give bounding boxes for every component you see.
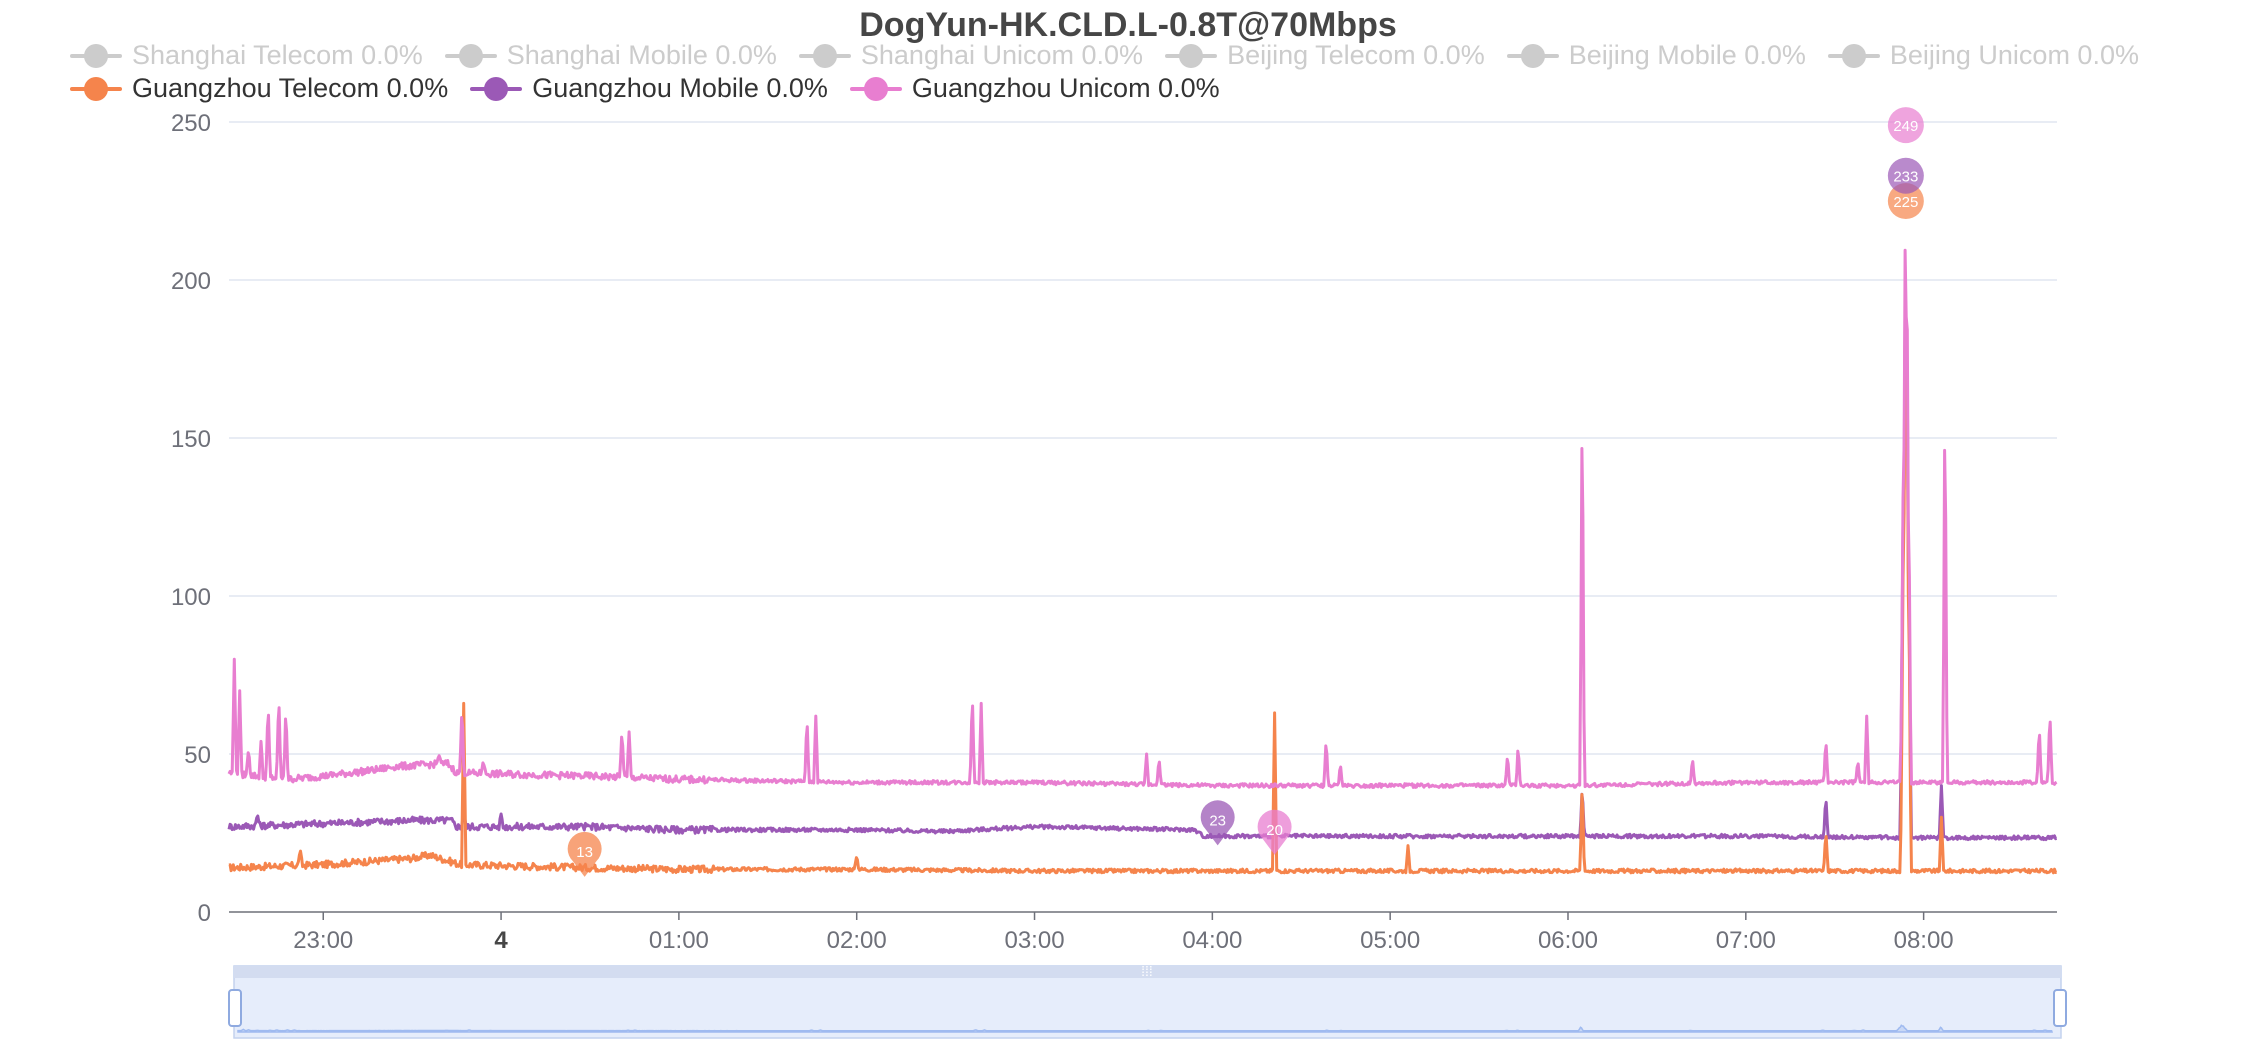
legend-swatch-icon xyxy=(470,76,523,101)
legend-label: Shanghai Unicom 0.0% xyxy=(860,40,1144,70)
legend-item-guangzhou-telecom[interactable]: Guangzhou Telecom 0.0% xyxy=(70,73,448,104)
legend-label: Beijing Telecom 0.0% xyxy=(1227,40,1485,70)
legend-swatch-icon xyxy=(70,43,122,68)
legend-swatch-icon xyxy=(70,76,122,101)
datazoom-grip[interactable]: ⁞⁞⁞ xyxy=(1141,963,1153,979)
legend-label: Beijing Unicom 0.0% xyxy=(1889,40,2139,70)
legend-label: Guangzhou Mobile 0.0% xyxy=(532,73,828,103)
legend-item-beijing-unicom[interactable]: Beijing Unicom 0.0% xyxy=(1827,40,2139,71)
legend-row-inactive: Shanghai Telecom 0.0% Shanghai Mobile 0.0… xyxy=(70,40,2161,71)
legend-item-beijing-mobile[interactable]: Beijing Mobile 0.0% xyxy=(1506,40,1806,71)
legend-swatch-icon xyxy=(1506,43,1559,68)
legend-label: Beijing Mobile 0.0% xyxy=(1568,40,1806,70)
legend-row-active: Guangzhou Telecom 0.0% Guangzhou Mobile 0… xyxy=(70,73,1242,104)
legend-item-guangzhou-mobile[interactable]: Guangzhou Mobile 0.0% xyxy=(470,73,828,104)
datazoom-right-handle[interactable] xyxy=(2053,989,2067,1027)
legend-item-shanghai-telecom[interactable]: Shanghai Telecom 0.0% xyxy=(70,40,423,71)
legend-swatch-icon xyxy=(849,76,902,101)
legend-swatch-icon xyxy=(798,43,851,68)
legend-label: Guangzhou Telecom 0.0% xyxy=(132,73,449,103)
legend-item-beijing-telecom[interactable]: Beijing Telecom 0.0% xyxy=(1165,40,1485,71)
legend-item-shanghai-unicom[interactable]: Shanghai Unicom 0.0% xyxy=(798,40,1144,71)
chart-title: DogYun-HK.CLD.L-0.8T@70Mbps xyxy=(859,6,1397,44)
legend-label: Shanghai Mobile 0.0% xyxy=(506,40,777,70)
legend-label: Guangzhou Unicom 0.0% xyxy=(911,73,1220,103)
legend-item-shanghai-mobile[interactable]: Shanghai Mobile 0.0% xyxy=(444,40,777,71)
legend-swatch-icon xyxy=(1827,43,1880,68)
datazoom-top-bar[interactable] xyxy=(234,966,2061,978)
legend-item-guangzhou-unicom[interactable]: Guangzhou Unicom 0.0% xyxy=(849,73,1220,104)
legend-swatch-icon xyxy=(444,43,497,68)
legend-swatch-icon xyxy=(1165,43,1218,68)
legend-label: Shanghai Telecom 0.0% xyxy=(132,40,423,70)
datazoom-left-handle[interactable] xyxy=(228,989,242,1027)
datazoom-preview-line xyxy=(237,1024,2054,1033)
